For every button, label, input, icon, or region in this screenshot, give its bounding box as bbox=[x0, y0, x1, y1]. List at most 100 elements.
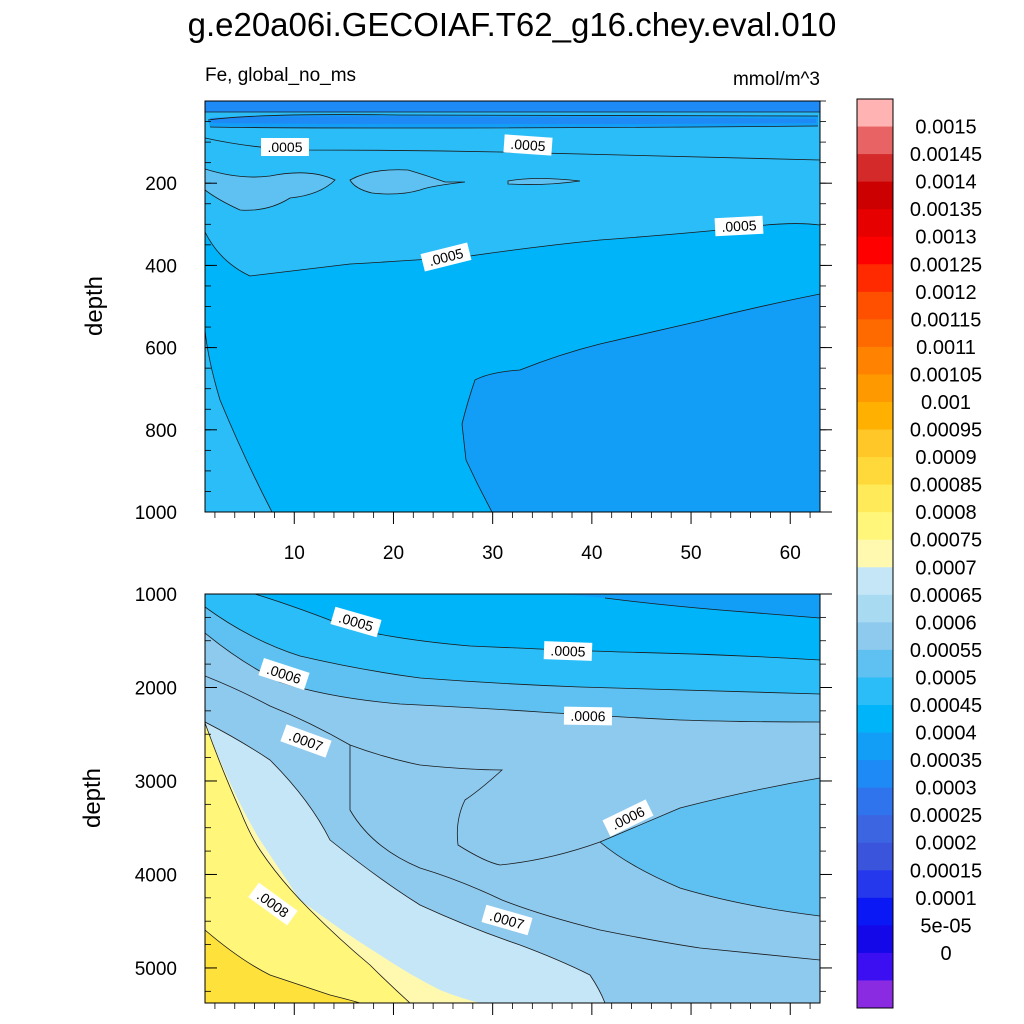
upper-contour-label: .0005 bbox=[261, 138, 309, 156]
colorbar-swatch bbox=[857, 181, 893, 210]
lower-y-ticks: 1000 2000 3000 4000 5000 bbox=[135, 585, 832, 992]
colorbar-label: 0.0013 bbox=[915, 227, 976, 249]
colorbar-swatch bbox=[857, 154, 893, 183]
colorbar-swatch bbox=[857, 457, 893, 486]
colorbar-swatch bbox=[857, 649, 893, 678]
colorbar-label: 0.001 bbox=[921, 392, 971, 414]
colorbar-label: 0.0006 bbox=[915, 612, 976, 634]
colorbar-label: 5e-05 bbox=[920, 915, 971, 937]
x-tick-label: 20 bbox=[383, 543, 404, 564]
upper-x-ticks: 10 20 30 40 50 60 bbox=[214, 512, 811, 564]
colorbar-label: 0.00055 bbox=[910, 640, 982, 662]
colorbar-label: 0.0014 bbox=[915, 172, 976, 194]
upper-panel: .0005 .0005 .0005 .0005 depth 2004006008… bbox=[81, 100, 832, 564]
colorbar-swatch bbox=[857, 99, 893, 127]
y-tick-label: 4000 bbox=[135, 865, 177, 886]
colorbar-frame bbox=[856, 98, 894, 1009]
colorbar-swatch bbox=[857, 512, 893, 541]
colorbar-swatch bbox=[857, 732, 893, 761]
svg-text:.0005: .0005 bbox=[267, 139, 302, 155]
y-tick-label: 3000 bbox=[135, 772, 177, 793]
colorbar-swatch bbox=[857, 705, 893, 733]
x-tick-label: 50 bbox=[680, 543, 701, 564]
y-tick-label: 400 bbox=[145, 256, 177, 277]
colorbar-swatch bbox=[857, 209, 893, 238]
colorbar-swatch bbox=[857, 594, 893, 623]
colorbar-swatch bbox=[857, 952, 893, 981]
colorbar-label: 0.0001 bbox=[915, 888, 976, 910]
colorbar-label: 0.0012 bbox=[915, 282, 976, 304]
x-tick-label: 60 bbox=[780, 543, 801, 564]
y-tick-label: 800 bbox=[145, 421, 177, 442]
colorbar-swatch bbox=[857, 346, 893, 375]
colorbar-label: 0.00135 bbox=[910, 199, 982, 221]
colorbar-label: 0.00115 bbox=[911, 309, 982, 331]
colorbar-label: 0.0015 bbox=[915, 117, 976, 139]
svg-text:.0005: .0005 bbox=[721, 217, 757, 235]
colorbar-swatch bbox=[857, 484, 893, 513]
colorbar-label: 0.0002 bbox=[915, 833, 976, 855]
colorbar-label: 0.0003 bbox=[915, 778, 976, 800]
colorbar-swatch bbox=[857, 870, 893, 899]
x-tick-label: 30 bbox=[482, 543, 503, 564]
svg-text:.0005: .0005 bbox=[510, 136, 546, 154]
colorbar-label: 0.00125 bbox=[910, 254, 982, 276]
colorbar-label: 0.00035 bbox=[910, 750, 982, 772]
colorbar-label: 0.00145 bbox=[910, 144, 982, 166]
y-tick-label: 2000 bbox=[135, 678, 177, 699]
colorbar-label: 0.00105 bbox=[910, 364, 982, 386]
y-tick-label: 1000 bbox=[135, 503, 177, 524]
colorbar-swatch bbox=[857, 897, 893, 926]
upper-y-axis-label: depth bbox=[81, 276, 108, 336]
colorbar-swatch bbox=[857, 842, 893, 871]
subtitle-units: mmol/m^3 bbox=[733, 69, 820, 90]
colorbar-swatch bbox=[857, 291, 893, 320]
colorbar-label: 0.0009 bbox=[915, 447, 976, 469]
colorbar-label: 0.00015 bbox=[910, 860, 982, 882]
x-tick-label: 40 bbox=[581, 543, 602, 564]
figure-title: g.e20a06i.GECOIAF.T62_g16.chey.eval.010 bbox=[188, 6, 837, 43]
lower-contour-label: .0006 bbox=[258, 658, 310, 690]
colorbar-swatch bbox=[857, 429, 893, 458]
upper-contour-label: .0005 bbox=[714, 215, 764, 237]
colorbar-label: 0.00025 bbox=[910, 805, 982, 827]
y-tick-label: 1000 bbox=[135, 585, 177, 606]
colorbar-label: 0.00045 bbox=[910, 695, 982, 717]
colorbar-label: 0.0011 bbox=[916, 337, 976, 359]
colorbar-label: 0.00095 bbox=[910, 420, 982, 442]
colorbar-label: 0.00085 bbox=[910, 475, 982, 497]
colorbar-swatch bbox=[857, 126, 893, 155]
colorbar-label: 0 bbox=[940, 943, 951, 965]
lower-contour-label: .0006 bbox=[563, 706, 613, 726]
colorbar-label: 0.0008 bbox=[915, 502, 976, 524]
colorbar-swatch bbox=[857, 622, 893, 651]
subtitle-variable: Fe, global_no_ms bbox=[205, 65, 356, 86]
colorbar: 0.0015 0.00145 0.0014 0.00135 0.0013 0.00125 0… bbox=[856, 98, 982, 1009]
upper-contour-label: .0005 bbox=[503, 134, 553, 156]
lower-x-ticks bbox=[214, 1003, 811, 1015]
colorbar-swatch bbox=[857, 787, 893, 816]
lower-y-axis-label: depth bbox=[79, 768, 106, 828]
lower-contour-label: .0005 bbox=[543, 641, 593, 661]
svg-text:.0006: .0006 bbox=[570, 708, 606, 725]
colorbar-swatch bbox=[857, 980, 893, 1009]
colorbar-swatch bbox=[857, 925, 893, 954]
colorbar-label: 0.0005 bbox=[915, 667, 976, 689]
lower-panel: .0005 .0005 .0006 .0006 .0006 .0007 .000… bbox=[79, 585, 832, 1015]
colorbar-swatch bbox=[857, 402, 893, 430]
y-tick-label: 600 bbox=[145, 339, 177, 360]
colorbar-swatch bbox=[857, 760, 893, 789]
colorbar-swatch bbox=[857, 374, 893, 403]
colorbar-label: 0.0007 bbox=[915, 557, 976, 579]
svg-text:.0005: .0005 bbox=[550, 642, 586, 659]
y-tick-label: 5000 bbox=[135, 959, 177, 980]
colorbar-label: 0.0004 bbox=[915, 723, 976, 745]
y-tick-label: 200 bbox=[145, 174, 177, 195]
colorbar-label: 0.00065 bbox=[910, 585, 982, 607]
x-tick-label: 10 bbox=[284, 543, 305, 564]
upper-y-ticks: 200 400 600 800 1000 bbox=[135, 100, 832, 524]
colorbar-swatch bbox=[857, 677, 893, 706]
colorbar-swatch bbox=[857, 236, 893, 265]
colorbar-swatch bbox=[857, 264, 893, 293]
